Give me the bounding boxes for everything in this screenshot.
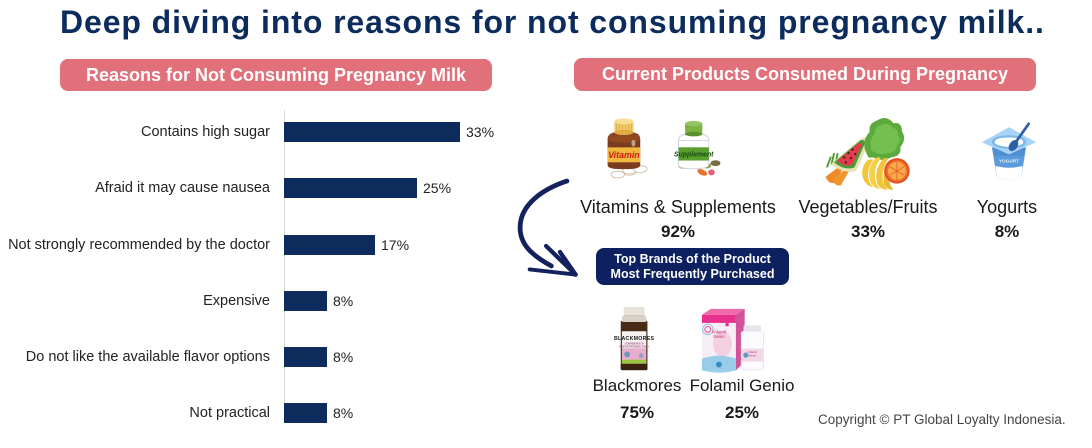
- svg-text:Folamil: Folamil: [748, 350, 757, 354]
- svg-text:Supplement: Supplement: [674, 152, 714, 159]
- svg-text:Vitamin: Vitamin: [608, 150, 640, 160]
- svg-text:YOGURT: YOGURT: [999, 159, 1019, 165]
- svg-text:BREASTFEEDING GOLD: BREASTFEEDING GOLD: [620, 345, 649, 348]
- svg-text:Genio: Genio: [713, 334, 725, 339]
- svg-text:Genio: Genio: [749, 353, 757, 357]
- svg-text:BLACKMORES: BLACKMORES: [614, 336, 655, 342]
